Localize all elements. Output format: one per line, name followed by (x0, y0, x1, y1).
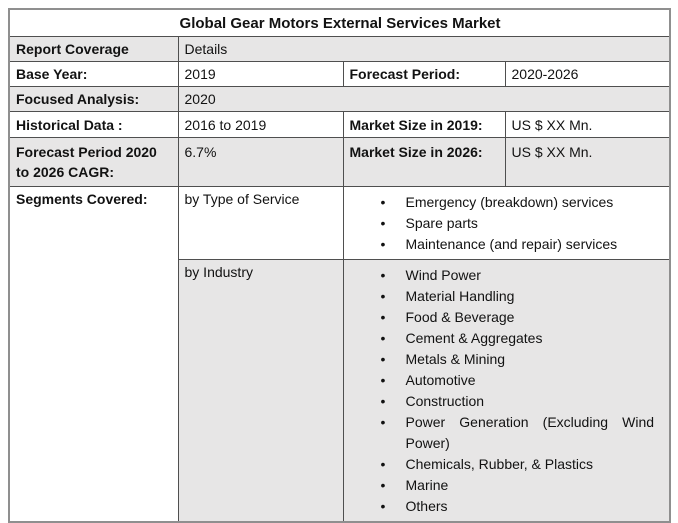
list-item: Power Generation (Excluding Wind Power) (350, 412, 665, 454)
row-label-report-coverage: Report Coverage (8, 36, 179, 62)
row-label-market-size-2019: Market Size in 2019: (342, 111, 506, 138)
list-item: Food & Beverage (350, 307, 665, 328)
row-value-historical-data: 2016 to 2019 (177, 111, 344, 138)
row-value-market-size-2026: US $ XX Mn. (504, 137, 671, 187)
list-item: Marine (350, 475, 665, 496)
row-value-report-coverage: Details (177, 36, 671, 62)
row-value-cagr: 6.7% (177, 137, 344, 187)
list-item: Spare parts (350, 213, 665, 234)
report-summary-table: Global Gear Motors External Services Mar… (8, 8, 672, 523)
row-value-market-size-2019: US $ XX Mn. (504, 111, 671, 138)
segment-group-name-type-of-service: by Type of Service (177, 186, 344, 260)
list-item: Others (350, 496, 665, 517)
row-label-market-size-2026: Market Size in 2026: (342, 137, 506, 187)
list-item: Chemicals, Rubber, & Plastics (350, 454, 665, 475)
row-label-base-year: Base Year: (8, 61, 179, 87)
list-item: Metals & Mining (350, 349, 665, 370)
list-item: Automotive (350, 370, 665, 391)
segment-items-cell-industry: Wind Power Material Handling Food & Beve… (342, 259, 671, 523)
table-title: Global Gear Motors External Services Mar… (8, 8, 671, 37)
segment-items-list-industry: Wind Power Material Handling Food & Beve… (350, 265, 665, 517)
row-label-cagr: Forecast Period 2020 to 2026 CAGR: (8, 137, 179, 187)
row-label-historical-data: Historical Data : (8, 111, 179, 138)
list-item: Cement & Aggregates (350, 328, 665, 349)
list-item: Wind Power (350, 265, 665, 286)
list-item: Emergency (breakdown) services (350, 192, 665, 213)
row-value-base-year: 2019 (177, 61, 344, 87)
row-value-forecast-period: 2020-2026 (504, 61, 671, 87)
segment-items-list-type-of-service: Emergency (breakdown) services Spare par… (350, 192, 665, 255)
page: Global Gear Motors External Services Mar… (0, 0, 678, 501)
row-label-forecast-period: Forecast Period: (342, 61, 506, 87)
row-label-segments-covered: Segments Covered: (8, 186, 179, 523)
row-label-focused-analysis: Focused Analysis: (8, 86, 179, 112)
segment-items-cell-type-of-service: Emergency (breakdown) services Spare par… (342, 186, 671, 260)
list-item: Material Handling (350, 286, 665, 307)
row-value-focused-analysis: 2020 (177, 86, 671, 112)
segment-group-name-industry: by Industry (177, 259, 344, 523)
list-item: Maintenance (and repair) services (350, 234, 665, 255)
list-item: Construction (350, 391, 665, 412)
